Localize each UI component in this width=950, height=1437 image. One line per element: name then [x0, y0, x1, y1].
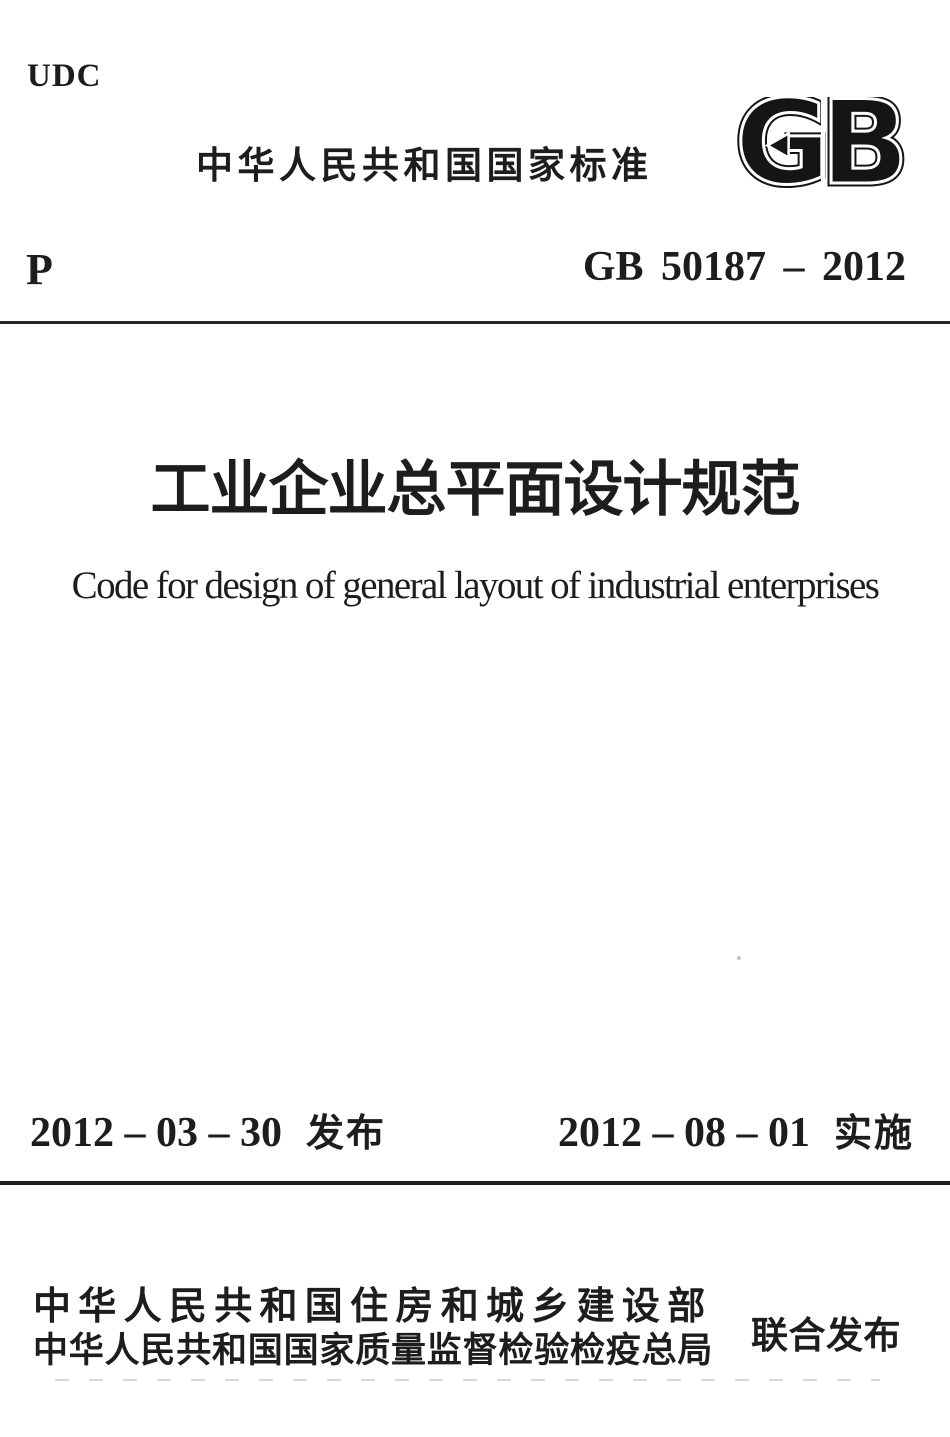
standard-number: GB 50187 – 2012 — [582, 244, 906, 290]
dates-row: 2012 – 03 – 30 发布 2012 – 08 – 01 实施 — [30, 1112, 914, 1154]
implement-date: 2012 – 08 – 01 — [557, 1110, 810, 1156]
issue-label: 发布 — [306, 1113, 387, 1155]
scan-speckle — [737, 956, 741, 960]
standard-title-english: Code for design of general layout of ind… — [71, 564, 880, 607]
gb-logo-arrow — [764, 131, 790, 160]
gb-logo-letters-inline: GB — [735, 97, 901, 194]
udc-code: UDC — [27, 58, 102, 94]
publisher-line-1: 中华人民共和国住房和城乡建设部 — [33, 1286, 713, 1328]
issue-date: 2012 – 03 – 30 — [30, 1110, 282, 1156]
document-class-code: P — [26, 245, 53, 294]
national-standard-heading: 中华人民共和国国家标准 — [196, 145, 653, 186]
implement-label: 实施 — [833, 1113, 914, 1155]
top-divider-rule — [0, 321, 950, 324]
issue-date-block: 2012 – 03 – 30 发布 — [30, 1112, 386, 1154]
scan-artifact-line — [55, 1379, 880, 1381]
joint-publication-label: 联合发布 — [751, 1315, 901, 1356]
standard-title-chinese: 工业企业总平面设计规范 — [150, 457, 801, 523]
gb-logo-icon: GB GB — [732, 97, 911, 194]
publisher-line-2: 中华人民共和国国家质量监督检验检疫总局 — [33, 1331, 714, 1370]
bottom-divider-rule — [0, 1181, 950, 1185]
implement-date-block: 2012 – 08 – 01 实施 — [558, 1112, 914, 1154]
